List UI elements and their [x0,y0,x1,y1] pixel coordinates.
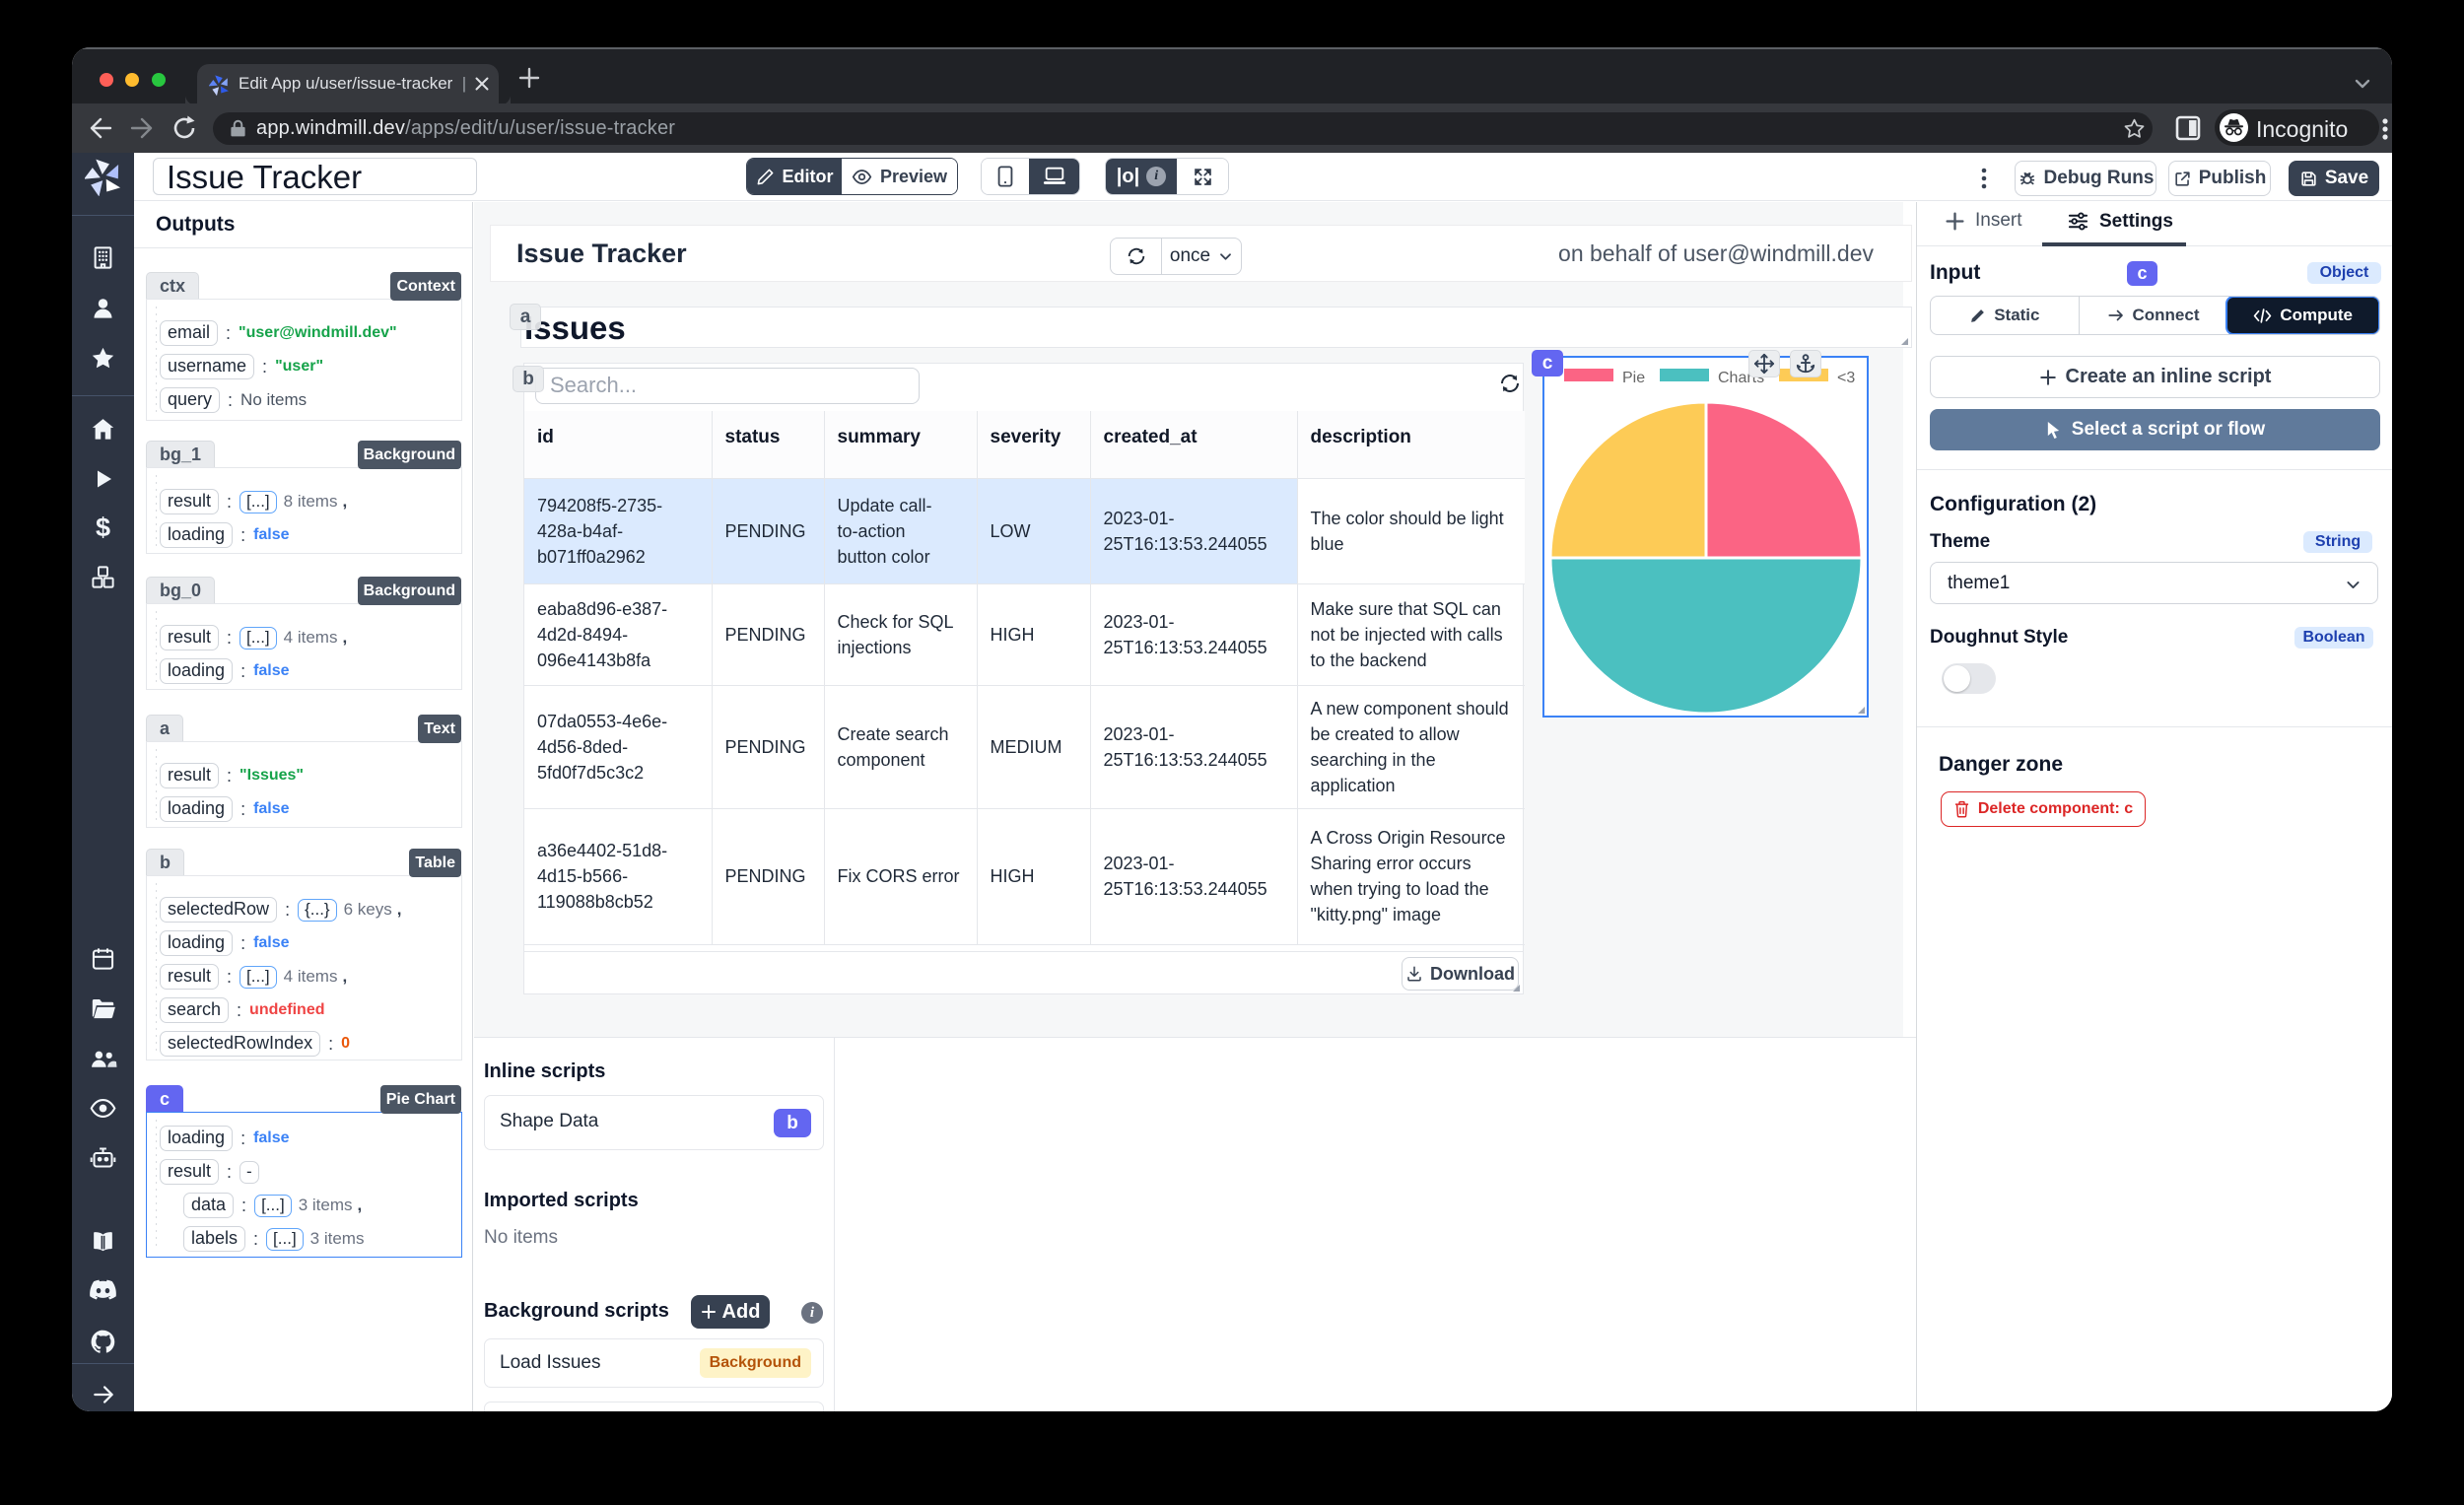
svg-text:<3: <3 [1837,370,1855,386]
svg-text:Pie: Pie [1622,370,1645,386]
